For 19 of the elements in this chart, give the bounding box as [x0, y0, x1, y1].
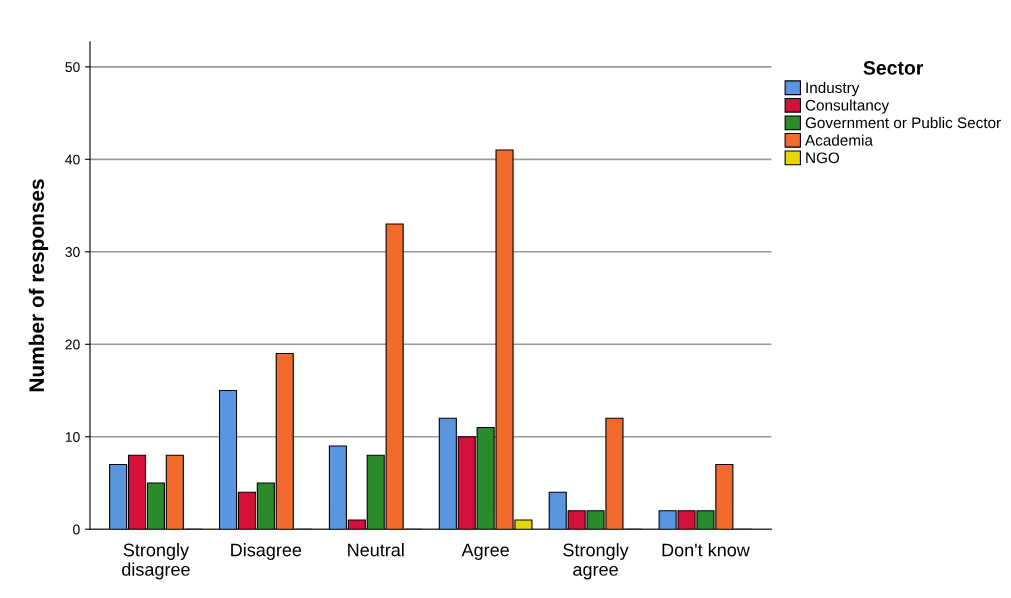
legend-label: Industry — [806, 81, 860, 97]
x-tick-label: Strongly disagree — [122, 543, 190, 580]
y-axis-title: Number of responses — [28, 179, 49, 392]
legend-label: Government or Public Sector — [805, 116, 1001, 129]
y-tick-label: 30 — [65, 247, 80, 257]
x-tick-label: Disagree — [231, 543, 302, 560]
y-tick-label: 0 — [73, 524, 80, 535]
y-tick-label: 20 — [65, 339, 80, 350]
x-tick-label: Strongly agree — [563, 543, 629, 580]
y-tick-label: 50 — [65, 62, 80, 72]
legend-title: Sector — [863, 61, 924, 75]
x-tick-label: Agree — [461, 543, 509, 560]
x-tick-label: Don't know — [662, 543, 750, 557]
x-tick-label: Neutral — [348, 543, 404, 557]
legend-label: Academia — [805, 134, 873, 146]
legend-label: Consultancy — [805, 99, 890, 114]
y-tick-label: 40 — [65, 154, 80, 165]
y-tick-label: 10 — [65, 432, 80, 442]
legend-label: NGO — [806, 152, 840, 164]
